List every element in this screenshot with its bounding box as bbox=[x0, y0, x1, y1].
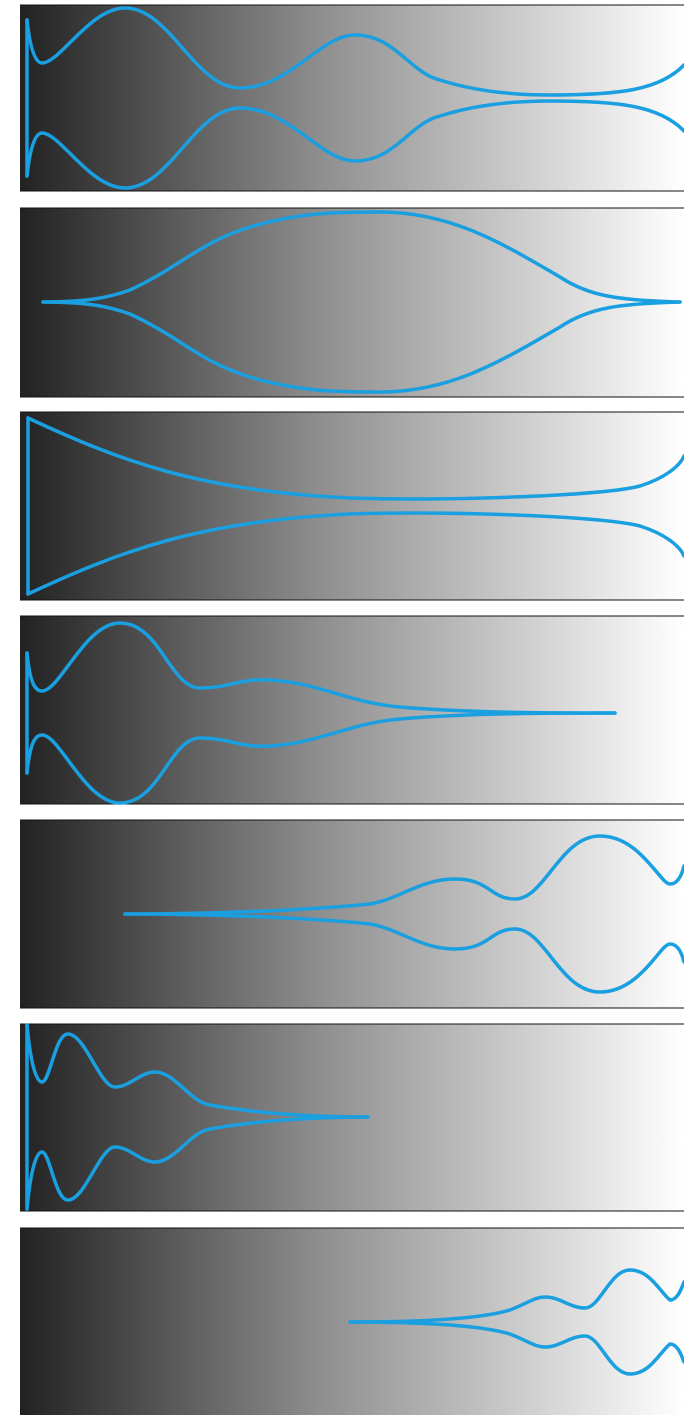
panel bbox=[20, 207, 684, 398]
waveform bbox=[25, 6, 684, 190]
panel bbox=[20, 1227, 684, 1415]
wave-upper bbox=[25, 621, 617, 715]
wave-upper bbox=[348, 1268, 684, 1324]
panel-background bbox=[20, 208, 684, 397]
panel bbox=[20, 819, 684, 1009]
waveform bbox=[25, 1023, 370, 1211]
waveform bbox=[26, 416, 684, 596]
wave-upper bbox=[25, 6, 684, 97]
panel bbox=[20, 615, 684, 805]
wave-upper bbox=[25, 1023, 370, 1119]
panel bbox=[20, 4, 684, 192]
waveform bbox=[25, 621, 617, 805]
waveform bbox=[41, 210, 682, 394]
wave-upper bbox=[123, 834, 684, 916]
panel-background bbox=[20, 616, 684, 804]
waveform bbox=[348, 1268, 684, 1376]
panel bbox=[20, 411, 684, 601]
panel bbox=[20, 1023, 684, 1212]
waveform bbox=[123, 834, 684, 994]
panel-background bbox=[20, 820, 684, 1008]
panel-background bbox=[20, 412, 684, 600]
wave-upper bbox=[26, 416, 684, 501]
wave-upper bbox=[41, 210, 682, 304]
panel-background bbox=[20, 5, 684, 191]
